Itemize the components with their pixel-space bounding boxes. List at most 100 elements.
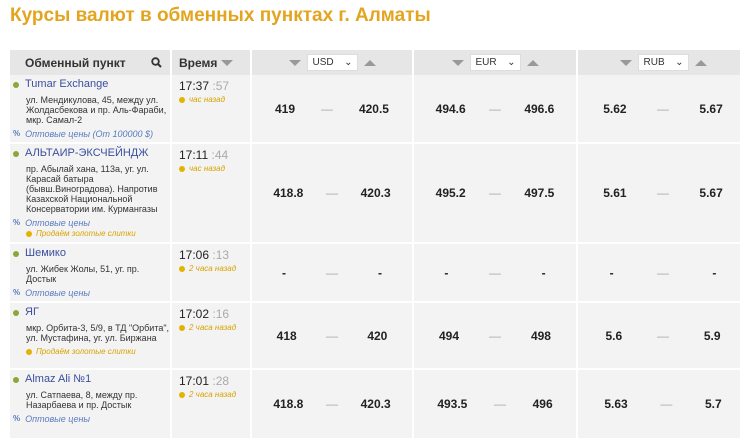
update-time: 17:02 [179,307,210,321]
sort-up-icon[interactable] [694,59,707,66]
sell-rate: 420.3 [360,186,391,200]
rate-cell: 418.8 — 420.3 [252,370,414,438]
separator: — [325,186,338,200]
exchange-cell: Шемико ул. Жибек Жолы, 51, уг. пр. Досты… [10,244,172,301]
rate-cell: 418 — 420 [252,303,414,368]
rate-cell: - — - [414,244,578,301]
sort-up-icon[interactable] [526,59,539,66]
exchange-name-link[interactable]: АЛЬТАИР-ЭКСЧЕЙНДЖ [25,147,149,159]
header-time-label: Время [179,55,218,70]
separator: — [325,397,338,411]
clock-dot-icon [179,392,185,398]
table-row: АЛЬТАИР-ЭКСЧЕЙНДЖ пр. Абылай хана, 113а,… [10,144,740,244]
header-time[interactable]: Время [172,50,252,75]
sell-rate: - [378,265,382,280]
exchange-name-link[interactable]: Шемико [25,247,66,259]
gold-dot-icon [26,231,32,237]
currency-select-1[interactable]: USD ⌄ [306,54,358,71]
header-usd: USD ⌄ [252,50,414,75]
separator: — [320,101,333,116]
gold-dot-icon [26,349,32,355]
time-cell: 17:37 :57 час назад [172,75,252,142]
chevron-down-icon: ⌄ [344,57,353,68]
update-seconds: :44 [211,148,229,162]
update-seconds: :13 [212,248,230,262]
buy-rate: 493.5 [437,397,468,411]
header-name-label: Обменный пункт [25,55,126,70]
separator: — [326,328,338,343]
sell-rate: 497.5 [524,186,555,200]
status-dot-icon [13,309,19,316]
time-ago: 2 часа назад [189,323,237,332]
exchange-name-link[interactable]: Almaz Ali №1 [25,373,92,385]
sell-rate: 5.67 [699,186,723,200]
wholesale-link[interactable]: Оптовые цены [25,218,91,228]
sort-down-icon[interactable] [451,59,464,66]
time-cell: 17:06 :13 2 часа назад [172,244,252,301]
header-name[interactable]: Обменный пункт [10,50,172,75]
percent-icon: % [13,129,21,138]
percent-icon: % [13,218,21,227]
buy-rate: 5.61 [603,186,627,200]
rates-table: Обменный пункт Время USD ⌄ EUR ⌄ RUB ⌄ Tuma… [10,50,740,440]
header-rub: RUB ⌄ [578,50,740,75]
chevron-down-icon: ⌄ [675,57,684,68]
time-cell: 17:01 :28 2 часа назад [172,370,252,438]
exchange-address: ул. Мендикулова, 45, между ул. Жолдасбек… [26,95,167,125]
sort-down-icon[interactable] [221,59,234,66]
exchange-address: ул. Сатпаева, 8, между пр. Назарбаева и … [26,390,138,410]
table-row: Tumar Exchange ул. Мендикулова, 45, межд… [10,75,740,144]
buy-rate: 418 [276,328,297,343]
table-row: Almaz Ali №1 ул. Сатпаева, 8, между пр. … [10,370,740,440]
buy-rate: 418.8 [273,186,304,200]
sell-rate: - [712,265,717,280]
separator: — [657,328,669,343]
exchange-cell: ЯГ мкр. Орбита-3, 5/9, в ТД "Орбита", ул… [10,303,172,368]
sort-down-icon[interactable] [619,59,632,66]
buy-rate: 5.63 [604,397,628,411]
currency-select-2[interactable]: EUR ⌄ [469,54,521,71]
chevron-down-icon: ⌄ [507,57,516,68]
separator: — [656,265,669,280]
table-row: ЯГ мкр. Орбита-3, 5/9, в ТД "Орбита", ул… [10,303,740,370]
sell-rate: 5.9 [703,328,721,343]
rate-cell: - — - [252,244,414,301]
clock-dot-icon [179,166,185,172]
exchange-name-link[interactable]: Tumar Exchange [25,78,109,90]
time-ago: 2 часа назад [189,264,237,273]
sell-rate: 5.7 [704,397,722,411]
percent-icon: % [13,288,21,297]
wholesale-link[interactable]: Оптовые цены [25,288,91,298]
wholesale-link[interactable]: Оптовые цены (От 100000 $) [25,129,154,139]
rate-cell: - — - [578,244,740,301]
buy-rate: 494.6 [435,101,466,116]
gold-bars-note[interactable]: Продаём золотые слитки [36,347,136,356]
rate-cell: 494.6 — 496.6 [414,75,578,142]
buy-rate: 418.8 [273,397,304,411]
gold-bars-note[interactable]: Продаём золотые слитки [36,229,136,238]
update-seconds: :16 [212,307,230,321]
wholesale-link[interactable]: Оптовые цены [25,414,91,424]
rate-cell: 418.8 — 420.3 [252,144,414,242]
page-title: Курсы валют в обменных пунктах г. Алматы [10,5,431,26]
sell-rate: 420.5 [358,101,389,116]
sell-rate: 496 [532,397,553,411]
time-cell: 17:11 :44 час назад [172,144,252,242]
exchange-address: пр. Абылай хана, 113а, уг. ул. Карасай б… [26,164,158,214]
sell-rate: 420 [367,328,388,343]
search-icon[interactable] [151,57,162,68]
exchange-name-link[interactable]: ЯГ [25,306,39,318]
header-eur: EUR ⌄ [414,50,578,75]
buy-rate: - [609,265,614,280]
currency-select-3[interactable]: RUB ⌄ [637,54,689,71]
sort-up-icon[interactable] [363,59,376,66]
clock-dot-icon [179,97,185,103]
buy-rate: 5.62 [603,101,627,116]
sort-down-icon[interactable] [288,59,301,66]
status-dot-icon [13,81,19,88]
separator: — [656,186,669,200]
table-row: Шемико ул. Жибек Жолы, 51, уг. пр. Досты… [10,244,740,303]
currency-value: USD [312,57,334,68]
rate-cell: 494 — 498 [414,303,578,368]
rate-cell: 5.6 — 5.9 [578,303,740,368]
